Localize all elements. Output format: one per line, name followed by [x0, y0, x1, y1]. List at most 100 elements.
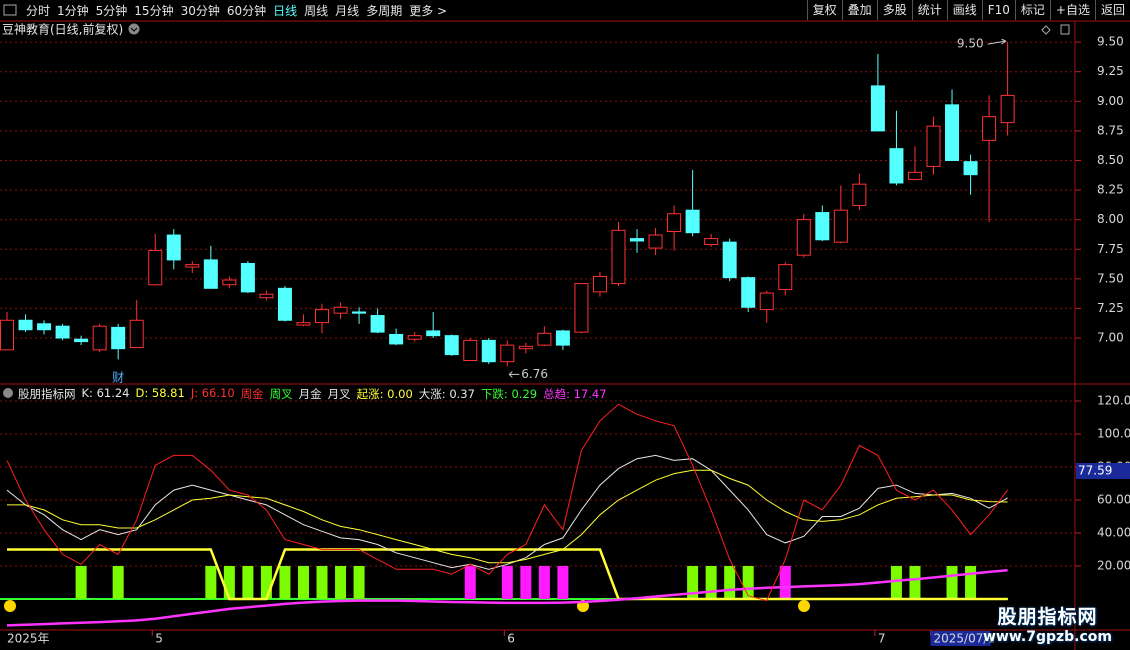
signal-bar — [242, 565, 254, 599]
legend-item: 总趋: 17.47 — [543, 387, 607, 401]
period-tab[interactable]: 15分钟 — [134, 3, 174, 18]
y-tick-label: 9.00 — [1097, 94, 1124, 108]
legend-item: J: 66.10 — [190, 386, 235, 400]
candle-body — [92, 325, 107, 351]
signal-bar — [965, 565, 977, 599]
candle-body — [667, 213, 682, 232]
candle-body — [1000, 94, 1015, 124]
trend-line — [6, 568, 1008, 627]
menu-icon[interactable] — [3, 4, 17, 16]
candle-body — [611, 229, 626, 285]
candle-body — [833, 209, 848, 243]
candle-body — [426, 330, 441, 337]
tool-button[interactable]: +自选 — [1049, 0, 1095, 20]
signal-bar — [742, 565, 754, 599]
icon[interactable] — [1060, 24, 1070, 35]
tool-button[interactable]: 统计 — [911, 0, 947, 20]
legend-item: K: 61.24 — [81, 386, 130, 400]
watermark-title: 股朋指标网 — [997, 606, 1098, 628]
candle-body — [574, 283, 589, 333]
period-tab[interactable]: 1分钟 — [57, 3, 89, 18]
indicator-line — [7, 469, 1008, 564]
tool-button[interactable]: 叠加 — [841, 0, 877, 20]
legend-item: D: 58.81 — [135, 386, 185, 400]
trend-line — [7, 548, 1008, 601]
tool-button[interactable]: 画线 — [946, 0, 982, 20]
signal-bar — [724, 565, 736, 599]
y-tick-label: 7.25 — [1097, 301, 1124, 315]
y-tick-label: 8.75 — [1097, 123, 1124, 137]
candle-body — [555, 330, 570, 346]
signal-bar — [75, 565, 87, 599]
candle-body — [982, 116, 997, 141]
candle-body — [444, 335, 459, 356]
tool-button[interactable]: 多股 — [876, 0, 912, 20]
x-tick-label: 7 — [878, 632, 886, 646]
signal-bar — [909, 565, 921, 599]
period-tab[interactable]: 月线 — [335, 3, 360, 18]
period-tab[interactable]: 多周期 — [366, 3, 403, 18]
candle-body — [741, 277, 756, 308]
candle-body — [796, 219, 811, 256]
candle-body — [500, 344, 515, 363]
candle-body — [537, 332, 552, 346]
candle-body — [352, 311, 367, 314]
tool-button[interactable]: 返回 — [1094, 0, 1130, 20]
period-tab[interactable]: 60分钟 — [226, 3, 267, 18]
signal-bar — [112, 565, 124, 599]
period-tab[interactable]: 5分钟 — [95, 3, 128, 18]
candle-body — [111, 326, 126, 350]
candle-body — [166, 234, 181, 261]
cursor-value: 77.59 — [1078, 463, 1112, 477]
signal-bar — [705, 565, 717, 599]
candle-body — [815, 212, 830, 241]
y-tick-label: 8.50 — [1097, 153, 1124, 167]
candle-body — [370, 315, 385, 333]
period-tab[interactable]: 更多 > — [409, 3, 448, 18]
candle-body — [704, 238, 719, 246]
x-tick-label: 2025年 — [7, 632, 50, 646]
y-tick-label: 7.50 — [1097, 271, 1124, 285]
candle-body — [389, 333, 404, 345]
signal-bar — [353, 565, 365, 599]
annotation-label: 6.76 — [521, 367, 548, 381]
tool-button[interactable]: F10 — [981, 0, 1015, 20]
y-tick-label: 20.00 — [1097, 558, 1130, 572]
period-tab[interactable]: 日线 — [273, 3, 298, 18]
annotation-arrow — [987, 38, 1007, 45]
indicator-legend: 股朋指标网 K: 61.24 D: 58.81 J: 66.10 周金 周叉 月金 月叉 起涨… — [18, 386, 607, 402]
tool-button[interactable]: 标记 — [1014, 0, 1050, 20]
candle-body — [203, 259, 218, 289]
dropdown-icon — [130, 27, 138, 32]
y-tick-label: 9.25 — [1097, 64, 1124, 78]
legend-item: 月叉 — [327, 387, 351, 401]
candle-body — [926, 125, 941, 167]
candle-body — [870, 85, 885, 132]
tool-button[interactable]: 复权 — [806, 0, 842, 20]
event-marker: 财 — [112, 371, 124, 385]
icon[interactable] — [1041, 25, 1051, 35]
y-tick-label: 120.0 — [1097, 394, 1130, 408]
candle-body — [463, 339, 478, 362]
candle-body — [685, 209, 700, 234]
candle-body — [648, 234, 663, 249]
candle-body — [240, 262, 255, 293]
period-tab[interactable]: 周线 — [304, 3, 329, 18]
y-tick-label: 60.00 — [1097, 492, 1130, 506]
y-tick-label: 100.0 — [1097, 427, 1130, 441]
legend-item: 下跌: 0.29 — [480, 387, 538, 401]
x-tick-label: 6 — [507, 632, 515, 646]
candle-body — [185, 264, 200, 268]
y-tick-label: 8.00 — [1097, 212, 1124, 226]
period-tab[interactable]: 分时 — [26, 3, 51, 18]
dropdown-icon[interactable] — [128, 23, 140, 35]
indicator-icon[interactable] — [3, 388, 13, 398]
candle-body — [222, 279, 237, 286]
candle-body — [759, 292, 774, 311]
legend-item: 起涨: 0.00 — [356, 387, 413, 401]
y-tick-label: 40.00 — [1097, 525, 1130, 539]
signal-bar — [538, 565, 550, 599]
period-tab[interactable]: 30分钟 — [180, 3, 220, 18]
